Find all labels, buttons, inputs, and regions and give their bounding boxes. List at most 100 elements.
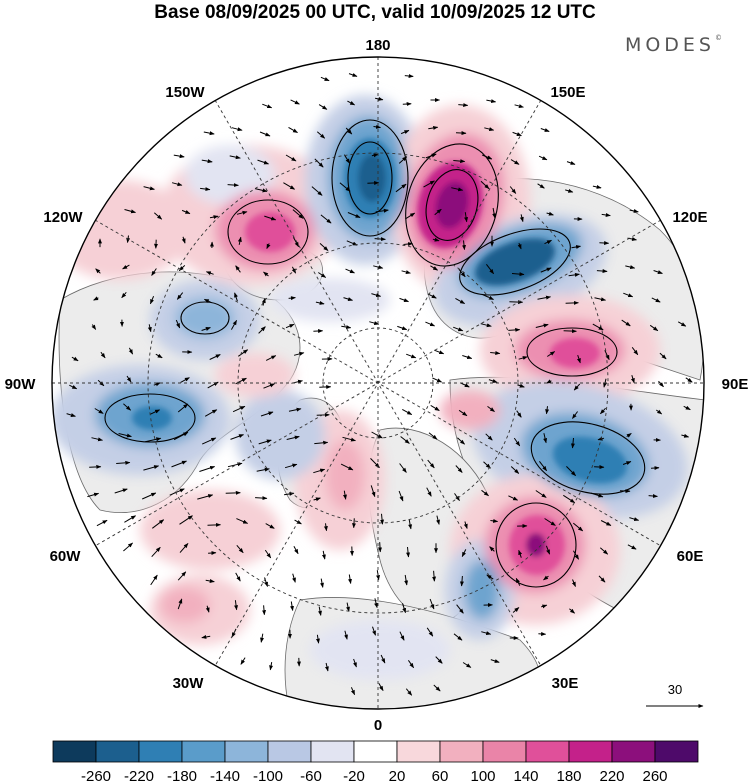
wind-vector-115	[596, 269, 608, 274]
wind-vector-299	[463, 521, 468, 529]
wind-vector-216	[545, 406, 550, 415]
wind-vector-276	[398, 490, 404, 502]
colorbar-box-0	[52, 740, 97, 763]
wind-vector-338	[515, 577, 521, 586]
wind-vector-11	[486, 99, 497, 103]
colorbar-box-5	[267, 740, 312, 763]
wind-vector-17	[316, 131, 326, 139]
wind-vector-261	[566, 466, 576, 476]
wind-vector-158	[621, 319, 631, 327]
wind-vector-326	[177, 571, 187, 581]
wind-vector-166	[209, 354, 221, 360]
wind-vector-112	[511, 272, 525, 277]
wind-vector-308	[179, 543, 189, 553]
wind-vector-20	[400, 129, 410, 135]
wind-vector-222	[91, 437, 103, 442]
wind-vector-88	[403, 242, 413, 246]
wind-vector-41	[143, 186, 155, 191]
wind-vector-278	[454, 493, 460, 502]
colorbar-tick-label: 100	[470, 768, 495, 783]
wind-vector-39	[538, 155, 548, 161]
lon-label-120w: 120W	[43, 209, 83, 226]
wind-vector-258	[483, 461, 491, 469]
wind-vector-153	[480, 323, 492, 328]
wind-vector-211	[402, 408, 413, 416]
wind-vector-200	[685, 377, 693, 383]
wind-vector-307	[151, 546, 161, 558]
modes-logo: MODES©	[625, 34, 722, 56]
wind-vector-375	[380, 654, 386, 664]
wind-vector-63	[264, 215, 277, 221]
wind-vector-2	[404, 73, 414, 78]
wind-vector-14	[231, 127, 243, 132]
wind-vector-315	[378, 542, 383, 553]
anomaly-pos-core-3	[550, 338, 600, 368]
wind-vector-82	[237, 236, 242, 245]
wind-vector-345	[262, 605, 267, 616]
wind-vector-209	[288, 407, 302, 412]
wind-vector-213	[458, 409, 468, 417]
colorbar-ticks: -260 -220 -180 -140 -100 -60 -20 20 60 100 140 180 2…	[81, 768, 668, 783]
wind-vector-151	[425, 321, 436, 327]
wind-vector-285	[648, 494, 658, 498]
wind-vector-234	[428, 432, 438, 440]
anomaly-neg-max-1	[358, 154, 386, 202]
wind-vector-59	[153, 212, 163, 220]
wind-vector-199	[658, 380, 664, 388]
wind-vector-366	[453, 633, 463, 641]
wind-vector-312	[293, 546, 299, 555]
colorbar-box-13	[611, 740, 656, 763]
wind-vector-230	[314, 440, 329, 445]
lon-label-180: 180	[365, 37, 390, 54]
wind-vector-169	[293, 351, 305, 356]
wind-vector-283	[590, 492, 604, 498]
wind-vector-42	[171, 182, 183, 187]
wind-vector-168	[265, 355, 277, 361]
wind-vector-265	[87, 492, 100, 498]
wind-vector-35	[425, 153, 437, 159]
colorbar-tick-label: -140	[210, 768, 240, 783]
wind-vector-224	[145, 437, 162, 443]
colorbar-tick-label: -60	[300, 768, 322, 783]
wind-vector-302	[544, 518, 556, 526]
lon-label-120e: 120E	[672, 209, 707, 226]
wind-vector-49	[367, 180, 380, 185]
contour-2	[347, 141, 393, 215]
wind-vector-357	[201, 634, 211, 639]
wind-vector-23	[484, 127, 495, 132]
wind-vector-233	[400, 436, 410, 444]
wind-vector-252	[313, 468, 326, 474]
wind-vector-355	[541, 604, 548, 609]
wind-vector-90	[462, 240, 467, 251]
wind-vector-298	[436, 515, 440, 525]
wind-vector-105	[318, 272, 327, 278]
wind-vector-269	[197, 494, 214, 500]
wind-vector-300	[490, 518, 499, 523]
wind-vector-343	[205, 605, 210, 613]
wind-vector-340	[571, 579, 576, 587]
colorbar-tick-label: 20	[389, 768, 406, 783]
wind-vector-27	[201, 159, 213, 164]
wind-vector-13	[203, 131, 215, 136]
wind-vector-249	[227, 462, 243, 468]
wind-vector-295	[351, 518, 356, 529]
wind-vector-114	[568, 272, 580, 277]
wind-vector-327	[205, 579, 215, 583]
wind-vector-309	[208, 551, 217, 556]
wind-vector-148	[341, 325, 352, 330]
contour-7	[530, 421, 646, 495]
map-disk	[52, 57, 704, 709]
wind-vector-259	[510, 466, 520, 474]
wind-vector-40	[566, 161, 576, 165]
wind-vector-76	[629, 209, 639, 213]
wind-vector-150	[397, 325, 408, 331]
wind-vector-212	[430, 404, 440, 412]
lon-label-60w: 60W	[50, 548, 82, 565]
wind-vector-109	[430, 265, 439, 271]
wind-vector-332	[348, 574, 352, 584]
anomaly-pos-mid-6	[325, 440, 365, 510]
contour-1	[331, 119, 409, 237]
wind-vector-33	[371, 153, 379, 158]
wind-vector-251	[284, 463, 298, 469]
wind-vector-195	[546, 379, 552, 384]
